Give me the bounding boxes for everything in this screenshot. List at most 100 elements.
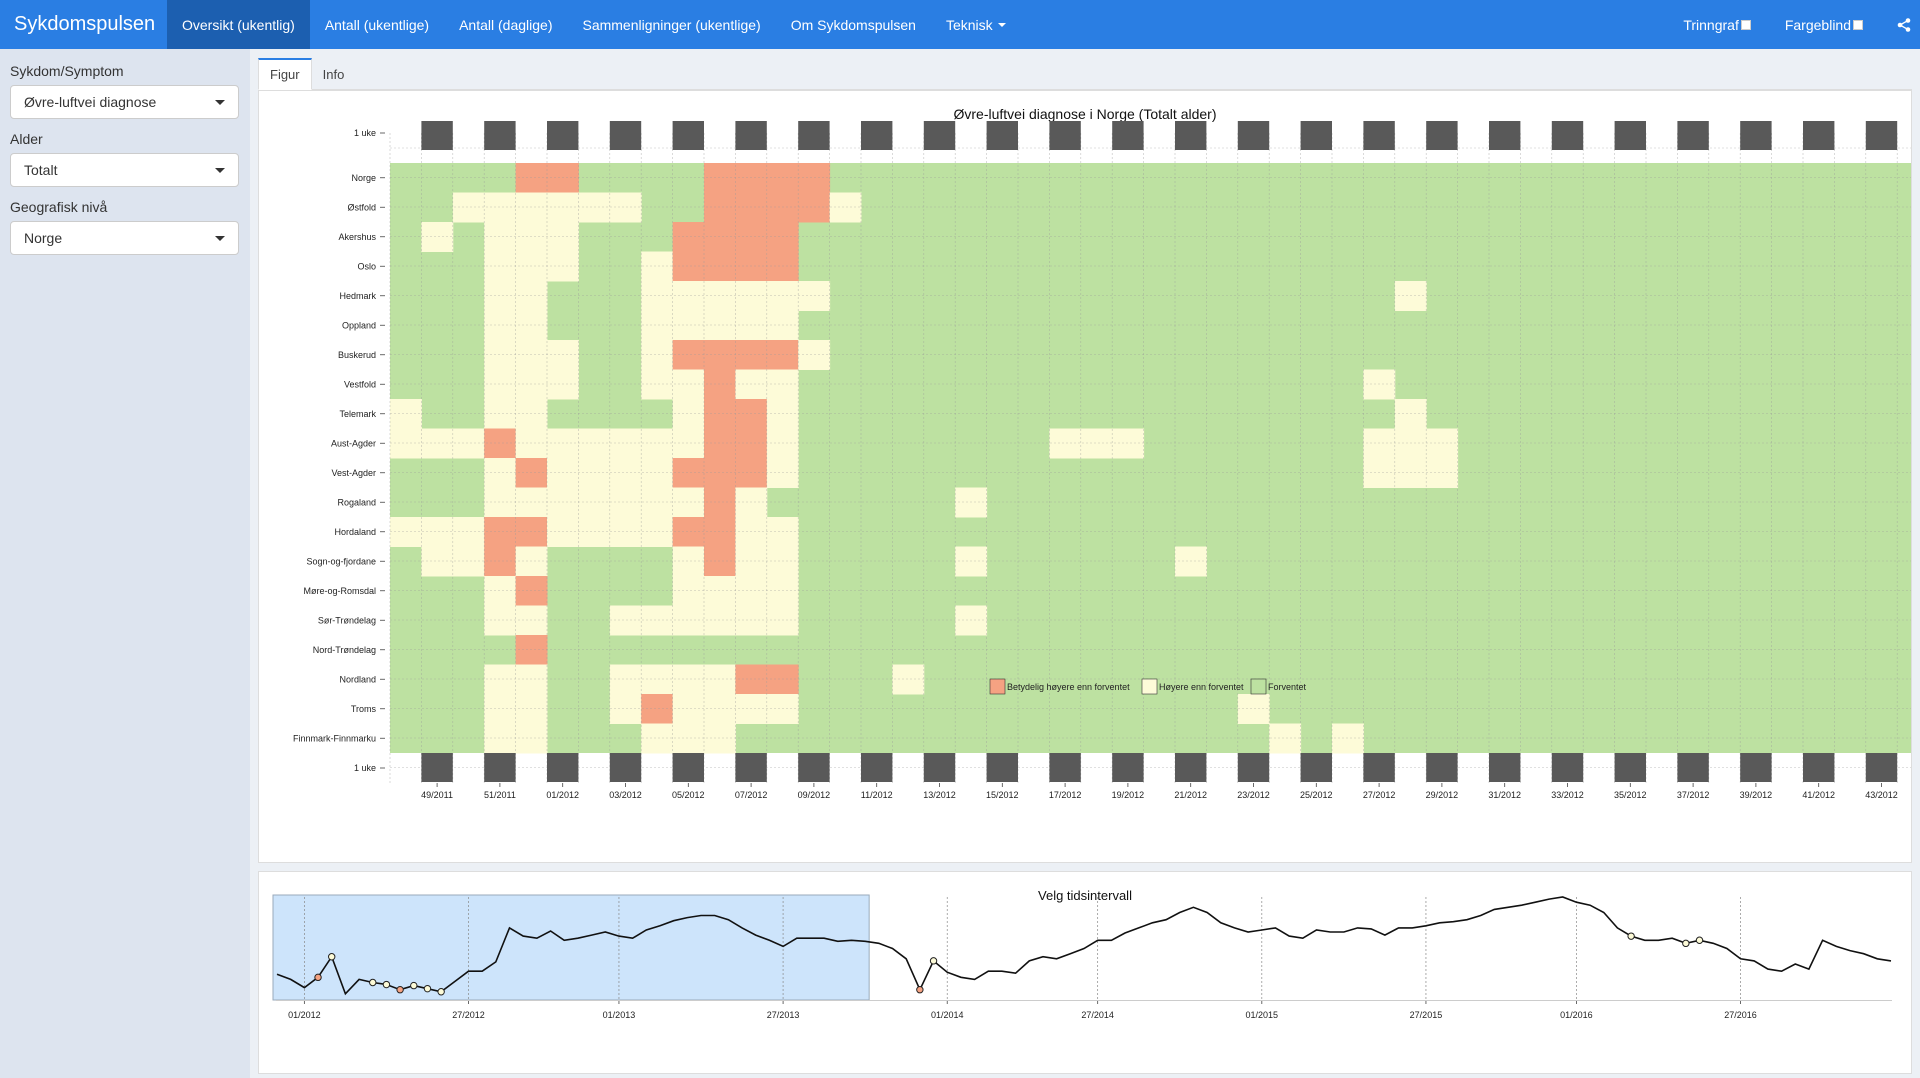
nav-oversikt-ukentlig[interactable]: Oversikt (ukentlig) (167, 0, 310, 49)
nav-antall-daglige[interactable]: Antall (daglige) (444, 0, 567, 49)
week-marker-top (1677, 121, 1708, 150)
heatmap-cell (767, 665, 799, 695)
tab-info[interactable]: Info (312, 58, 356, 90)
nav-antall-ukentlige[interactable]: Antall (ukentlige) (310, 0, 444, 49)
heatmap-cell (610, 458, 642, 488)
alert-point (383, 981, 389, 987)
heatmap-cell (641, 665, 673, 695)
heatmap-cell (673, 370, 705, 400)
heatmap-cell (673, 665, 705, 695)
heatmap-cell (421, 429, 453, 459)
alert-point (930, 958, 936, 964)
heatmap-cell (641, 429, 673, 459)
share-icon[interactable] (1897, 18, 1911, 32)
geo-select[interactable]: Norge (10, 221, 239, 255)
week-marker-top (1489, 121, 1520, 150)
week-label: 35/2012 (1614, 790, 1647, 800)
heatmap-cell (390, 429, 422, 459)
nav-sammenligninger[interactable]: Sammenligninger (ukentlige) (567, 0, 775, 49)
heatmap-cell (955, 488, 987, 518)
heatmap-cell (516, 635, 548, 665)
caret-down-icon (998, 23, 1006, 27)
week-label: 43/2012 (1865, 790, 1898, 800)
disease-select-value: Øvre-luftvei diagnose (24, 94, 156, 110)
heatmap-cell (516, 311, 548, 341)
brand-title[interactable]: Sykdomspulsen (0, 0, 167, 49)
week-marker-top (735, 121, 766, 150)
tab-figur[interactable]: Figur (258, 58, 312, 90)
fargeblind-toggle[interactable]: Fargeblind (1785, 17, 1863, 33)
heatmap-cell (704, 694, 736, 724)
heatmap-cell (704, 340, 736, 370)
overview-x-label: 27/2012 (452, 1010, 485, 1020)
region-label: Hedmark (339, 291, 376, 301)
trinngraf-toggle[interactable]: Trinngraf (1683, 17, 1751, 33)
alert-point (1628, 933, 1634, 939)
heatmap-cell (1395, 399, 1427, 429)
heatmap-cell (673, 547, 705, 577)
week-marker-top (1615, 121, 1646, 150)
heatmap-cell (547, 252, 579, 282)
week-marker-top (1363, 121, 1394, 150)
heatmap-cell (798, 281, 830, 311)
nav-teknisk-dropdown[interactable]: Teknisk (931, 0, 1021, 49)
region-label: Nordland (339, 674, 376, 684)
heatmap-cell (673, 340, 705, 370)
week-label: 03/2012 (609, 790, 642, 800)
week-label: 01/2012 (546, 790, 579, 800)
heatmap-cell (1049, 429, 1081, 459)
heatmap-cell (735, 193, 767, 223)
week-marker-bottom (987, 753, 1018, 782)
heatmap-cell (578, 193, 610, 223)
heatmap-cell (955, 547, 987, 577)
week-marker-bottom (1866, 753, 1897, 782)
heatmap-cell (955, 606, 987, 636)
heatmap-cell (673, 576, 705, 606)
region-label: Troms (351, 704, 377, 714)
heatmap-cell (421, 517, 453, 547)
heatmap-cell (704, 193, 736, 223)
disease-label: Sykdom/Symptom (10, 63, 240, 79)
heatmap-cell (767, 222, 799, 252)
alert-point (1696, 937, 1702, 943)
week-label: 15/2012 (986, 790, 1019, 800)
heatmap-cell (767, 458, 799, 488)
fargeblind-checkbox[interactable] (1853, 20, 1863, 30)
heatmap-cell (735, 694, 767, 724)
nav-right: Trinngraf Fargeblind (1683, 0, 1920, 49)
week-marker-bottom (1363, 753, 1394, 782)
week-marker-top (1175, 121, 1206, 150)
heatmap-cell (735, 665, 767, 695)
disease-select[interactable]: Øvre-luftvei diagnose (10, 85, 239, 119)
heatmap-cell (1175, 547, 1207, 577)
week-marker-bottom (673, 753, 704, 782)
heatmap-chart[interactable]: 1 uke Norge Østfold Akershus Oslo Hedmark Oppl… (259, 91, 1911, 862)
age-select[interactable]: Totalt (10, 153, 239, 187)
heatmap-cell (704, 311, 736, 341)
heatmap-cell (704, 429, 736, 459)
heatmap-cell (610, 665, 642, 695)
trinngraf-checkbox[interactable] (1741, 20, 1751, 30)
heatmap-cell (704, 281, 736, 311)
week-marker-bottom (1803, 753, 1834, 782)
week-marker-bottom (1049, 753, 1080, 782)
heatmap-cell (767, 281, 799, 311)
heatmap-cell (484, 252, 516, 282)
heatmap-cell (735, 281, 767, 311)
overview-chart[interactable]: 01/2012 27/2012 01/2013 27/2013 01/2014 27/20… (259, 872, 1911, 1073)
overview-x-label: 27/2013 (767, 1010, 800, 1020)
heatmap-cell (516, 399, 548, 429)
navbar: Sykdomspulsen Oversikt (ukentlig) Antall… (0, 0, 1920, 49)
nav-om-sykdomspulsen[interactable]: Om Sykdomspulsen (776, 0, 931, 49)
heatmap-cell (673, 488, 705, 518)
week-marker-top (1803, 121, 1834, 150)
heatmap-cell (610, 694, 642, 724)
heatmap-cell (516, 547, 548, 577)
week-marker-bottom (798, 753, 829, 782)
heatmap-cell (673, 252, 705, 282)
heatmap-cell (735, 252, 767, 282)
week-marker-label-top: 1 uke (354, 128, 376, 138)
heatmap-cell (892, 665, 924, 695)
heatmap-cell (516, 193, 548, 223)
nav-teknisk-label: Teknisk (946, 17, 993, 33)
